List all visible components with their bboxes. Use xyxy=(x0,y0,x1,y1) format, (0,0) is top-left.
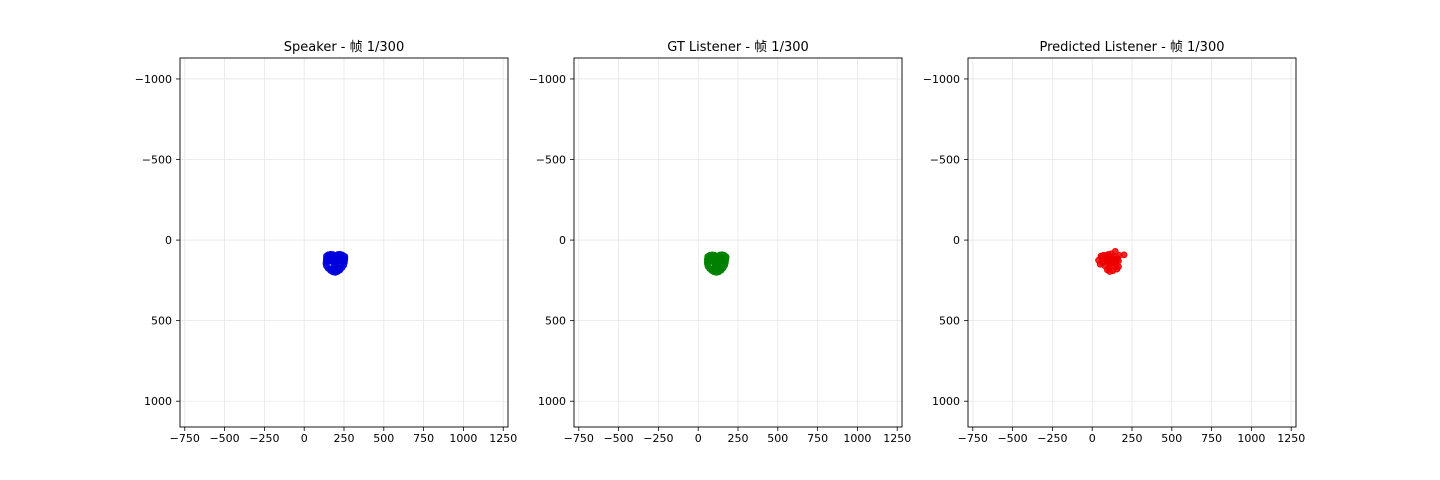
x-tick-label: −750 xyxy=(170,432,200,445)
x-tick-label: 500 xyxy=(1161,432,1182,445)
y-tick-label: 0 xyxy=(559,234,566,247)
data-point xyxy=(1120,251,1128,259)
x-tick-label: −500 xyxy=(603,432,633,445)
data-point xyxy=(711,266,718,274)
y-tick-label: 500 xyxy=(151,315,172,328)
x-tick-label: 0 xyxy=(301,432,308,445)
x-tick-label: −500 xyxy=(209,432,239,445)
x-tick-label: 1000 xyxy=(449,432,477,445)
chart-title: Speaker - 帧 1/300 xyxy=(284,40,404,55)
x-tick-label: 1000 xyxy=(843,432,871,445)
subplot-2: −750 −500 −250 0 250 500 750 1000 1250 −1000 −500 0… xyxy=(529,40,911,445)
x-tick-label: 500 xyxy=(767,432,788,445)
x-tick-label: 250 xyxy=(334,432,355,445)
y-tick-label: −1000 xyxy=(135,73,172,86)
x-tick-label: 0 xyxy=(1089,432,1096,445)
chart-title: GT Listener - 帧 1/300 xyxy=(667,40,809,55)
y-tick-label: −500 xyxy=(930,154,960,167)
x-tick-label: −750 xyxy=(564,432,594,445)
data-point xyxy=(329,266,337,274)
subplot-3: −750 −500 −250 0 250 500 750 1000 1250 −1000 −500 0… xyxy=(923,40,1305,445)
subplot-1: −750 −500 −250 0 250 500 750 1000 1250 −1000 −500 0… xyxy=(135,40,517,445)
y-tick-label: 0 xyxy=(165,234,172,247)
chart-title: Predicted Listener - 帧 1/300 xyxy=(1039,40,1224,55)
x-tick-label: −250 xyxy=(249,432,279,445)
x-tick-label: −250 xyxy=(643,432,673,445)
x-tick-label: 1250 xyxy=(1277,432,1305,445)
data-point xyxy=(1111,247,1119,255)
y-tick-label: −500 xyxy=(536,154,566,167)
y-tick-label: −1000 xyxy=(923,73,960,86)
x-tick-label: 0 xyxy=(695,432,702,445)
x-tick-label: 250 xyxy=(1122,432,1143,445)
x-tick-label: 1250 xyxy=(489,432,517,445)
x-tick-label: 1000 xyxy=(1237,432,1265,445)
data-point xyxy=(1105,264,1113,271)
x-tick-label: 250 xyxy=(728,432,749,445)
y-tick-label: 500 xyxy=(545,315,566,328)
data-point xyxy=(1096,260,1104,268)
y-tick-label: 1000 xyxy=(144,395,172,408)
y-tick-label: −1000 xyxy=(529,73,566,86)
data-point xyxy=(1115,257,1122,265)
y-tick-label: −500 xyxy=(142,154,172,167)
y-tick-label: 0 xyxy=(953,234,960,247)
x-tick-label: −250 xyxy=(1037,432,1067,445)
x-tick-label: 1250 xyxy=(883,432,911,445)
x-tick-label: 750 xyxy=(413,432,434,445)
x-tick-label: 500 xyxy=(373,432,394,445)
y-tick-label: 1000 xyxy=(932,395,960,408)
y-tick-label: 500 xyxy=(939,315,960,328)
x-tick-label: −750 xyxy=(958,432,988,445)
x-tick-label: 750 xyxy=(807,432,828,445)
data-point xyxy=(1104,251,1112,258)
x-tick-label: −500 xyxy=(997,432,1027,445)
x-tick-label: 750 xyxy=(1201,432,1222,445)
y-tick-label: 1000 xyxy=(538,395,566,408)
